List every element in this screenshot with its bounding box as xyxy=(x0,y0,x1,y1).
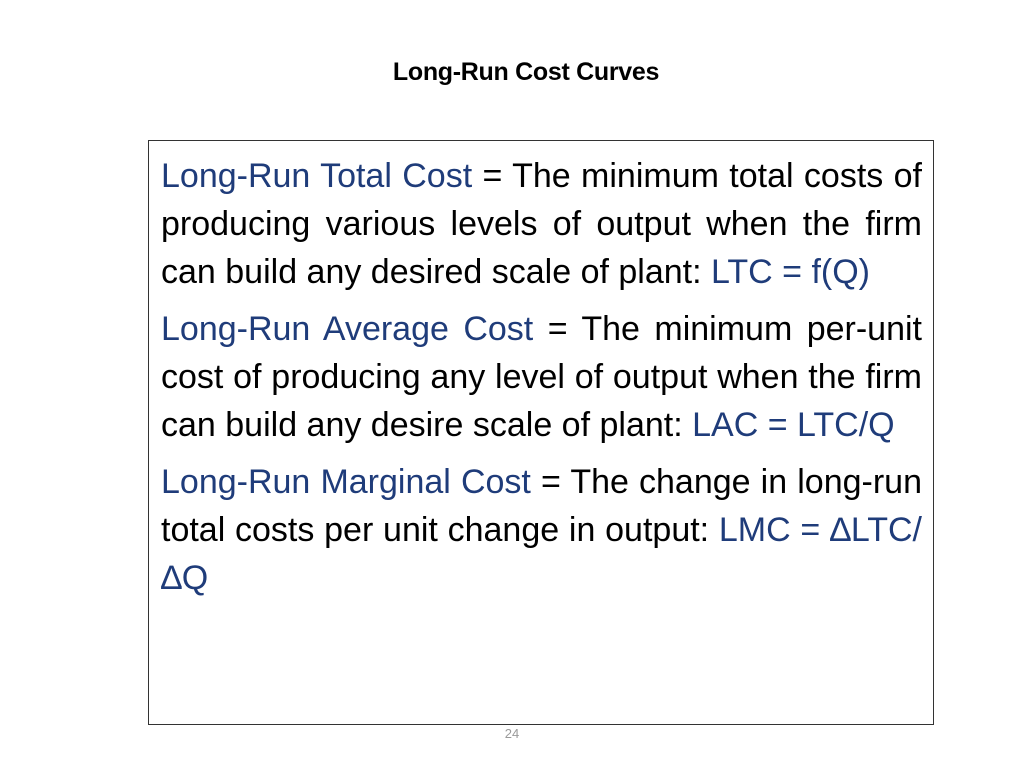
formula: LMC = ∆LTC/∆Q xyxy=(161,511,922,597)
definition-text: The minimum total costs of producing var… xyxy=(161,157,922,291)
page-number: 24 xyxy=(504,726,520,741)
equals-sign: = xyxy=(533,310,582,348)
definition-long-run-total-cost: Long-Run Total Cost = The minimum total … xyxy=(161,152,922,296)
slide-title: Long-Run Cost Curves xyxy=(392,58,660,86)
definitions-box: Long-Run Total Cost = The minimum total … xyxy=(148,140,934,725)
formula: LAC = LTC/Q xyxy=(692,406,895,444)
definition-text: The minimum per-unit cost of producing a… xyxy=(161,310,923,444)
definition-text: The change in long-run total costs per u… xyxy=(161,463,922,549)
definition-long-run-marginal-cost: Long-Run Marginal Cost = The change in l… xyxy=(161,458,922,602)
term-label: Long-Run Average Cost xyxy=(161,310,534,348)
formula: LTC = f(Q) xyxy=(711,253,871,291)
definition-long-run-average-cost: Long-Run Average Cost = The minimum per-… xyxy=(161,305,922,449)
term-label: Long-Run Total Cost xyxy=(161,157,473,195)
term-label: Long-Run Marginal Cost xyxy=(161,463,531,501)
equals-sign: = xyxy=(472,157,513,195)
equals-sign: = xyxy=(530,463,571,501)
